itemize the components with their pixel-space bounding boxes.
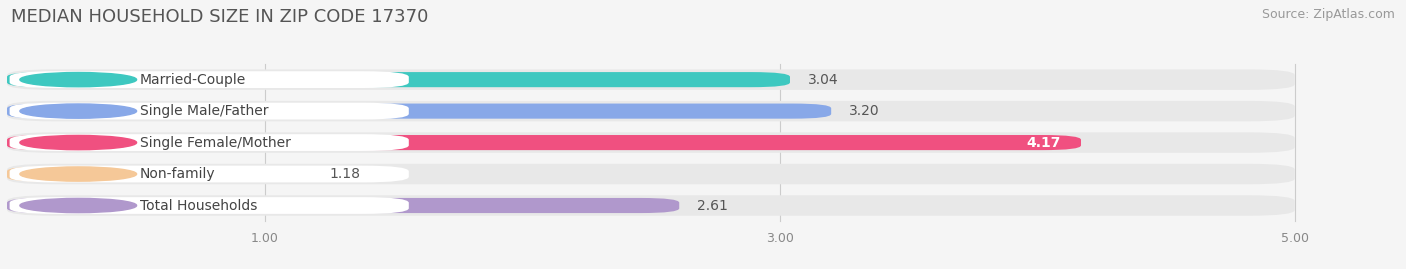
Text: Single Female/Mother: Single Female/Mother xyxy=(141,136,291,150)
FancyBboxPatch shape xyxy=(7,69,1295,90)
Text: 4.17: 4.17 xyxy=(1026,136,1060,150)
Circle shape xyxy=(20,73,136,87)
Text: 3.20: 3.20 xyxy=(849,104,880,118)
Circle shape xyxy=(20,198,136,213)
Text: Total Households: Total Households xyxy=(141,199,257,213)
Text: Single Male/Father: Single Male/Father xyxy=(141,104,269,118)
FancyBboxPatch shape xyxy=(7,104,831,119)
FancyBboxPatch shape xyxy=(7,132,1295,153)
FancyBboxPatch shape xyxy=(7,167,311,182)
Circle shape xyxy=(20,167,136,181)
Text: Married-Couple: Married-Couple xyxy=(141,73,246,87)
FancyBboxPatch shape xyxy=(7,72,790,87)
Text: MEDIAN HOUSEHOLD SIZE IN ZIP CODE 17370: MEDIAN HOUSEHOLD SIZE IN ZIP CODE 17370 xyxy=(11,8,429,26)
Text: 3.04: 3.04 xyxy=(808,73,838,87)
FancyBboxPatch shape xyxy=(10,197,409,214)
FancyBboxPatch shape xyxy=(10,103,409,119)
Text: Source: ZipAtlas.com: Source: ZipAtlas.com xyxy=(1261,8,1395,21)
FancyBboxPatch shape xyxy=(7,198,679,213)
FancyBboxPatch shape xyxy=(10,71,409,88)
Circle shape xyxy=(20,136,136,150)
Circle shape xyxy=(20,104,136,118)
FancyBboxPatch shape xyxy=(10,166,409,182)
FancyBboxPatch shape xyxy=(7,195,1295,216)
FancyBboxPatch shape xyxy=(7,101,1295,121)
FancyBboxPatch shape xyxy=(7,135,1081,150)
Text: 2.61: 2.61 xyxy=(697,199,728,213)
FancyBboxPatch shape xyxy=(7,164,1295,184)
Text: Non-family: Non-family xyxy=(141,167,215,181)
Text: 1.18: 1.18 xyxy=(329,167,360,181)
FancyBboxPatch shape xyxy=(10,134,409,151)
